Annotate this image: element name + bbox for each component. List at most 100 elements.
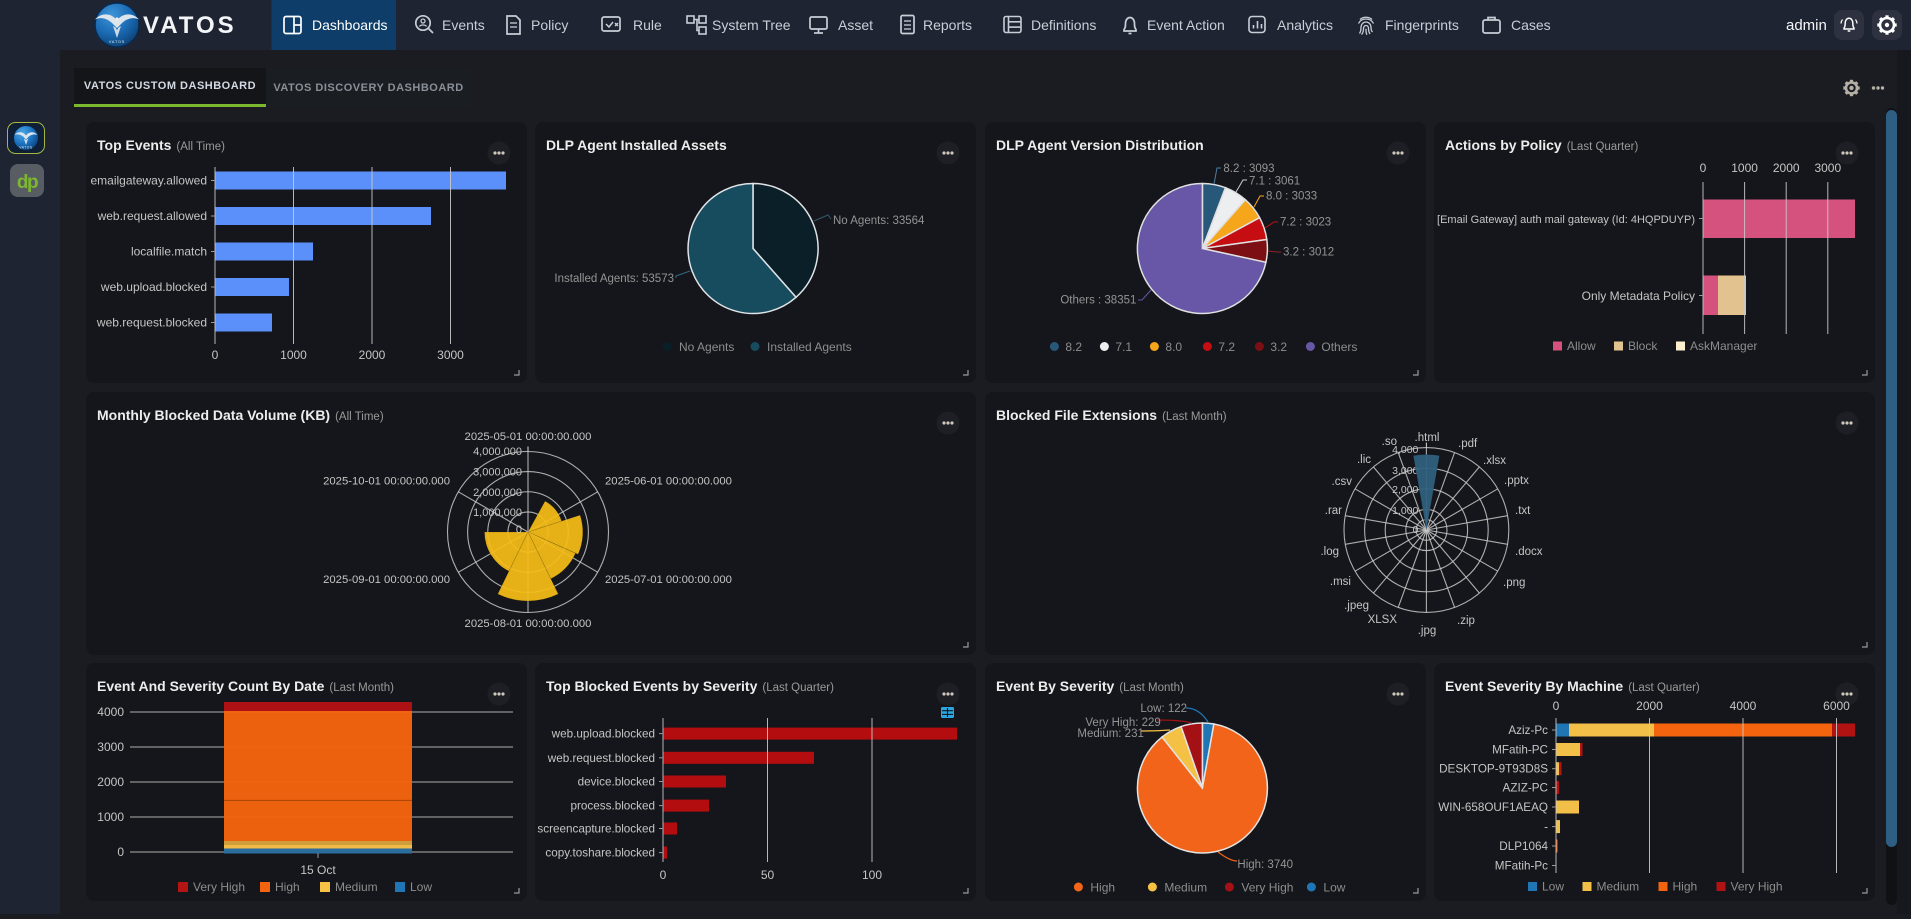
svg-text:Definitions: Definitions <box>1031 17 1096 33</box>
svg-text:Low: 122: Low: 122 <box>1140 703 1187 715</box>
svg-text:2000: 2000 <box>97 775 124 789</box>
svg-text:Dashboards: Dashboards <box>312 17 388 33</box>
svg-text:2025-07-01 00:00:00.000: 2025-07-01 00:00:00.000 <box>605 574 732 586</box>
svg-text:2025-08-01 00:00:00.000: 2025-08-01 00:00:00.000 <box>465 618 592 630</box>
svg-text:Aziz-Pc: Aziz-Pc <box>1508 724 1548 737</box>
svg-text:3000: 3000 <box>97 740 124 754</box>
svg-text:8.2: 8.2 <box>1065 340 1082 354</box>
svg-text:[Email Gateway] auth mail gate: [Email Gateway] auth mail gateway (Id: 4… <box>1437 214 1695 226</box>
svg-text:.zip: .zip <box>1457 615 1475 627</box>
svg-text:1,000,000: 1,000,000 <box>473 507 522 519</box>
svg-text:1000: 1000 <box>280 348 307 362</box>
svg-text:.log: .log <box>1320 546 1339 558</box>
svg-text:.html: .html <box>1415 432 1440 444</box>
svg-text:3000: 3000 <box>437 348 464 362</box>
svg-text:100: 100 <box>862 868 882 882</box>
svg-text:screencapture.blocked: screencapture.blocked <box>537 823 655 836</box>
svg-text:web.request.blocked: web.request.blocked <box>96 316 207 330</box>
svg-text:Monthly Blocked Data Volume (K: Monthly Blocked Data Volume (KB) (All Tim… <box>97 407 384 423</box>
svg-text:AZIZ-PC: AZIZ-PC <box>1503 782 1548 795</box>
svg-text:Installed Agents: 53573: Installed Agents: 53573 <box>554 273 674 285</box>
svg-text:6000: 6000 <box>1823 699 1850 713</box>
svg-text:No Agents: No Agents <box>679 340 734 354</box>
svg-text:.lic: .lic <box>1357 454 1371 466</box>
svg-text:High: High <box>1090 881 1115 895</box>
svg-text:Reports: Reports <box>923 17 972 33</box>
svg-text:2000: 2000 <box>359 348 386 362</box>
svg-text:VATOS: VATOS <box>109 40 125 44</box>
svg-text:High: High <box>275 880 300 894</box>
svg-text:VATOS: VATOS <box>143 12 237 39</box>
svg-text:DLP Agent Version Distribution: DLP Agent Version Distribution <box>996 137 1204 153</box>
svg-text:1,000: 1,000 <box>1392 505 1418 517</box>
svg-text:XLSX: XLSX <box>1368 614 1398 626</box>
svg-text:MFatih-Pc: MFatih-Pc <box>1495 860 1548 873</box>
svg-text:Top Blocked Events by Severity: Top Blocked Events by Severity (Last Quar… <box>546 678 834 694</box>
svg-text:4000: 4000 <box>97 705 124 719</box>
svg-text:Medium: 231: Medium: 231 <box>1077 728 1143 740</box>
svg-text:2025-09-01 00:00:00.000: 2025-09-01 00:00:00.000 <box>323 574 450 586</box>
svg-text:Very High: Very High <box>193 880 245 894</box>
svg-text:High: High <box>1673 880 1698 894</box>
svg-text:2025-05-01 00:00:00.000: 2025-05-01 00:00:00.000 <box>465 431 592 443</box>
svg-text:web.upload.blocked: web.upload.blocked <box>551 728 655 741</box>
svg-text:.so: .so <box>1382 436 1397 448</box>
svg-text:Actions by Policy(Last Quarter: Actions by Policy (Last Quarter) <box>1445 137 1638 153</box>
svg-text:2,000,000: 2,000,000 <box>473 487 522 499</box>
svg-text:2025-10-01 00:00:00.000: 2025-10-01 00:00:00.000 <box>323 476 450 488</box>
svg-text:Analytics: Analytics <box>1277 17 1333 33</box>
svg-text:8.2 : 3093: 8.2 : 3093 <box>1223 163 1274 175</box>
svg-text:2025-06-01 00:00:00.000: 2025-06-01 00:00:00.000 <box>605 476 732 488</box>
svg-text:3.2: 3.2 <box>1270 340 1287 354</box>
svg-text:.jpeg: .jpeg <box>1344 600 1369 612</box>
svg-text:7.2 : 3023: 7.2 : 3023 <box>1280 217 1331 229</box>
svg-text:Event Action: Event Action <box>1147 17 1225 33</box>
svg-text:3.2 : 3012: 3.2 : 3012 <box>1283 247 1334 259</box>
svg-text:.csv: .csv <box>1332 476 1353 488</box>
svg-text:Block: Block <box>1628 339 1658 353</box>
svg-text:Very High: Very High <box>1241 881 1293 895</box>
svg-text:Allow: Allow <box>1567 339 1596 353</box>
svg-text:dp: dp <box>17 172 38 193</box>
svg-text:No Agents: 33564: No Agents: 33564 <box>833 215 925 227</box>
svg-text:15 Oct: 15 Oct <box>300 863 336 877</box>
svg-text:7.2: 7.2 <box>1218 340 1235 354</box>
svg-text:0: 0 <box>516 524 522 536</box>
svg-text:Low: Low <box>410 880 432 894</box>
svg-text:AskManager: AskManager <box>1690 339 1757 353</box>
svg-text:Events: Events <box>442 17 485 33</box>
svg-text:Very High: Very High <box>1731 880 1783 894</box>
svg-text:Fingerprints: Fingerprints <box>1385 17 1459 33</box>
svg-text:Event By Severity(Last Month): Event By Severity (Last Month) <box>996 678 1184 694</box>
svg-text:-: - <box>1544 821 1548 834</box>
svg-text:.pdf: .pdf <box>1458 438 1478 450</box>
svg-text:DLP1064: DLP1064 <box>1499 840 1548 853</box>
svg-text:Blocked File Extensions(Last M: Blocked File Extensions (Last Month) <box>996 407 1227 423</box>
svg-text:1000: 1000 <box>97 810 124 824</box>
svg-text:.pptx: .pptx <box>1504 475 1529 487</box>
svg-text:50: 50 <box>761 868 775 882</box>
svg-text:2,000: 2,000 <box>1392 484 1418 496</box>
svg-text:.xlsx: .xlsx <box>1483 455 1506 467</box>
svg-text:3,000: 3,000 <box>1392 465 1418 477</box>
svg-text:.txt: .txt <box>1515 505 1531 517</box>
svg-text:localfile.match: localfile.match <box>131 245 207 259</box>
svg-text:Event And Severity Count By Da: Event And Severity Count By Date (Last Mo… <box>97 678 394 694</box>
svg-text:Top Events(All Time): Top Events (All Time) <box>97 137 225 153</box>
svg-text:System Tree: System Tree <box>712 17 791 33</box>
svg-text:admin: admin <box>1786 17 1827 34</box>
svg-text:7.1: 7.1 <box>1115 340 1132 354</box>
svg-text:0: 0 <box>1553 699 1560 713</box>
svg-text:VATOS: VATOS <box>19 146 33 150</box>
svg-text:0: 0 <box>117 845 124 859</box>
svg-text:2000: 2000 <box>1773 161 1800 175</box>
svg-text:.docx: .docx <box>1515 546 1543 558</box>
svg-text:4,000,000: 4,000,000 <box>473 446 522 458</box>
svg-text:High: 3740: High: 3740 <box>1237 859 1293 871</box>
svg-text:.jpg: .jpg <box>1418 625 1437 637</box>
svg-text:1000: 1000 <box>1731 161 1758 175</box>
svg-text:device.blocked: device.blocked <box>578 776 655 789</box>
svg-text:.rar: .rar <box>1325 505 1342 517</box>
svg-text:Low: Low <box>1323 881 1345 895</box>
svg-text:3,000,000: 3,000,000 <box>473 467 522 479</box>
